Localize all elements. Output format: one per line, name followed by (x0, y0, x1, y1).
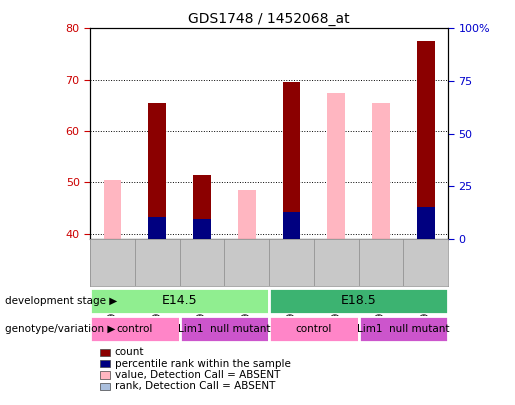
Bar (327, 216, 345, 239)
Bar (104, 222, 122, 239)
Bar (238, 190, 255, 239)
Bar (104, 180, 122, 239)
Text: control: control (117, 324, 153, 334)
Bar (90, 316, 180, 342)
Bar (180, 316, 269, 342)
Bar (417, 41, 435, 239)
Bar (417, 207, 435, 239)
Bar (148, 103, 166, 239)
Text: development stage ▶: development stage ▶ (5, 296, 117, 306)
Text: Lim1  null mutant: Lim1 null mutant (178, 324, 270, 334)
Text: Lim1  null mutant: Lim1 null mutant (357, 324, 450, 334)
Bar (238, 226, 255, 239)
Bar (372, 217, 390, 239)
Text: control: control (296, 324, 332, 334)
Text: percentile rank within the sample: percentile rank within the sample (115, 359, 291, 369)
Bar (358, 316, 448, 342)
Bar (90, 288, 269, 314)
Bar (269, 288, 448, 314)
Text: E14.5: E14.5 (162, 294, 197, 307)
Text: value, Detection Call = ABSENT: value, Detection Call = ABSENT (115, 370, 280, 380)
Bar (327, 93, 345, 239)
Title: GDS1748 / 1452068_at: GDS1748 / 1452068_at (188, 12, 350, 26)
Bar (193, 175, 211, 239)
Bar (283, 82, 300, 239)
Text: E18.5: E18.5 (341, 294, 376, 307)
Bar (148, 217, 166, 239)
Bar (372, 103, 390, 239)
Text: rank, Detection Call = ABSENT: rank, Detection Call = ABSENT (115, 382, 275, 391)
Text: count: count (115, 347, 144, 357)
Bar (283, 212, 300, 239)
Bar (193, 220, 211, 239)
Bar (269, 316, 358, 342)
Text: genotype/variation ▶: genotype/variation ▶ (5, 324, 115, 334)
